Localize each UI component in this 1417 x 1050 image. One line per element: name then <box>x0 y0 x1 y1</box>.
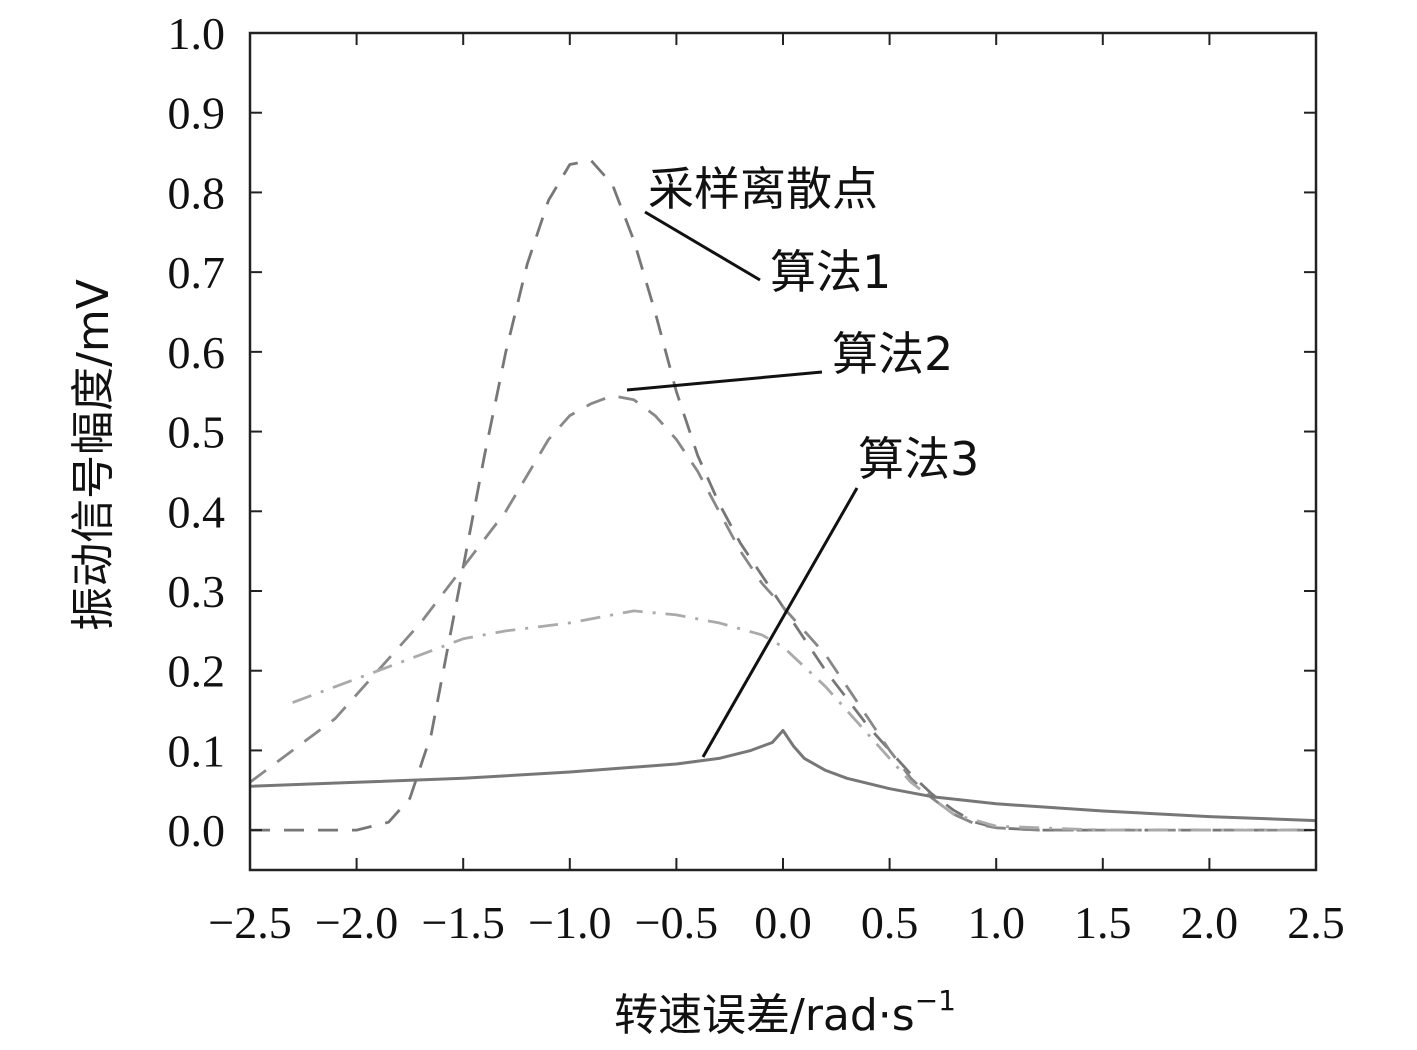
y-axis-label: 振动信号幅度/mV <box>68 279 119 631</box>
annotation-label-4: 算法3 <box>858 432 979 486</box>
x-tick-label: −2.5 <box>208 897 291 948</box>
x-axis-label-superscript: −1 <box>915 984 956 1017</box>
x-tick-label: 1.0 <box>967 897 1025 948</box>
x-axis-label: 转速误差/rad·s−1 <box>614 984 956 1041</box>
x-tick-label: 0.0 <box>754 897 812 948</box>
y-tick-label: 0.6 <box>168 327 226 378</box>
series-layer <box>249 159 1317 832</box>
plot-frame <box>248 31 1318 872</box>
x-tick-label: 0.5 <box>861 897 919 948</box>
y-tick-label: 1.0 <box>168 8 226 59</box>
series-line-1 <box>250 159 1316 832</box>
y-tick-label: 0.9 <box>168 88 226 139</box>
x-tick-label: 2.5 <box>1287 897 1345 948</box>
annotation-label-3: 算法2 <box>832 327 953 381</box>
x-tick-label: 1.5 <box>1074 897 1132 948</box>
x-tick-label: 2.0 <box>1181 897 1239 948</box>
y-tick-label: 0.1 <box>168 725 226 776</box>
annotation-leader-2 <box>644 210 761 282</box>
annotation-label-2: 算法1 <box>770 245 891 299</box>
ticks-layer: −2.5 −2.0 −1.5 −1.0 −0.5 0.0 0.5 1.0 1.5 2.0 2.5 0.… <box>168 8 1345 948</box>
annotation-leader-3 <box>626 370 823 392</box>
y-tick-label: 0.3 <box>168 566 226 617</box>
x-axis-label-main: 转速误差/rad·s <box>614 990 915 1041</box>
x-tick-label: −1.5 <box>421 897 504 948</box>
x-tick-label: −1.0 <box>528 897 611 948</box>
annotation-label-1: 采样离散点 <box>648 162 878 216</box>
series-line-2 <box>249 394 1316 832</box>
y-tick-label: 0.7 <box>168 247 226 298</box>
y-tick-label: 0.5 <box>168 407 226 458</box>
x-tick-label: −2.0 <box>315 897 398 948</box>
annotation-leader-4 <box>701 487 859 758</box>
y-tick-label: 0.0 <box>168 805 226 856</box>
y-tick-label: 0.8 <box>168 167 226 218</box>
x-tick-label: −0.5 <box>635 897 718 948</box>
series-line-4 <box>249 729 1317 823</box>
y-tick-label: 0.2 <box>168 646 226 697</box>
series-line-3 <box>292 609 1316 832</box>
y-tick-label: 0.4 <box>168 486 226 537</box>
